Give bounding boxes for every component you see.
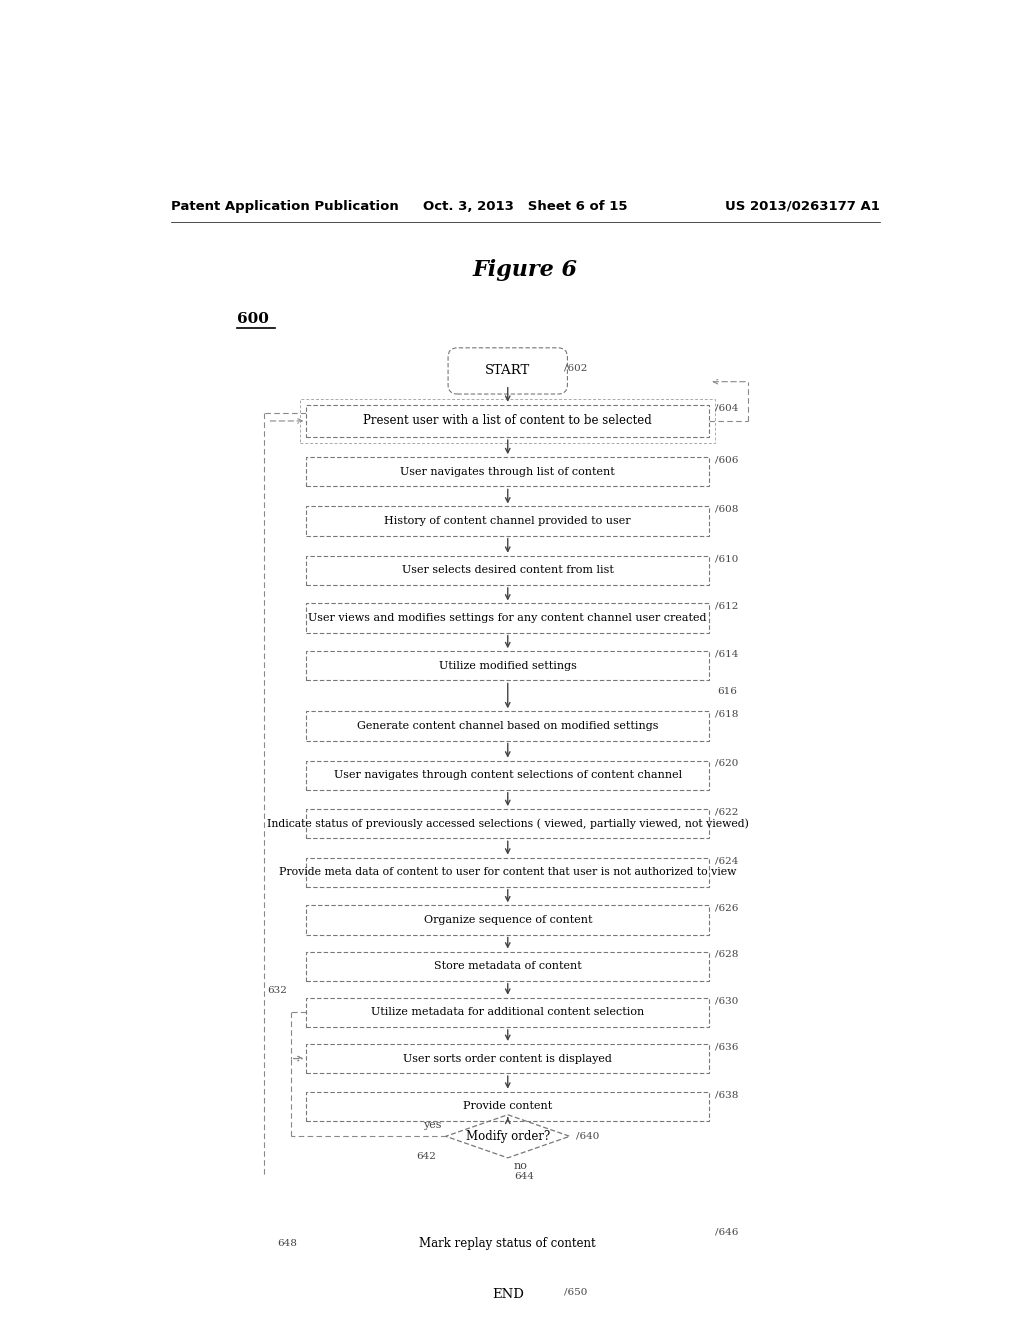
Text: 644: 644 — [514, 1172, 534, 1180]
Text: /646: /646 — [716, 1228, 739, 1236]
Text: /630: /630 — [716, 997, 739, 1005]
FancyBboxPatch shape — [449, 1272, 567, 1317]
Text: /602: /602 — [564, 363, 588, 372]
Text: /608: /608 — [716, 506, 739, 513]
Text: START: START — [485, 364, 530, 378]
Text: /610: /610 — [716, 554, 739, 564]
Text: Provide content: Provide content — [463, 1101, 552, 1111]
Text: Modify order?: Modify order? — [466, 1130, 550, 1143]
Text: /624: /624 — [716, 857, 739, 865]
Bar — [300, 399, 716, 444]
Bar — [306, 760, 710, 789]
Text: /620: /620 — [716, 759, 739, 768]
Text: /614: /614 — [716, 649, 739, 659]
Text: User navigates through list of content: User navigates through list of content — [400, 467, 615, 477]
Bar — [306, 998, 710, 1027]
Text: Indicate status of previously accessed selections ( viewed, partially viewed, no: Indicate status of previously accessed s… — [267, 818, 749, 829]
Text: Provide meta data of content to user for content that user is not authorized to : Provide meta data of content to user for… — [280, 867, 736, 878]
Text: User navigates through content selections of content channel: User navigates through content selection… — [334, 770, 682, 780]
Text: Present user with a list of content to be selected: Present user with a list of content to b… — [364, 414, 652, 428]
Text: Mark replay status of content: Mark replay status of content — [420, 1237, 596, 1250]
Text: /618: /618 — [716, 710, 739, 718]
Text: History of content channel provided to user: History of content channel provided to u… — [384, 516, 631, 527]
Bar — [306, 858, 710, 887]
Bar — [306, 952, 710, 981]
Bar — [306, 603, 710, 632]
Text: Utilize metadata for additional content selection: Utilize metadata for additional content … — [371, 1007, 644, 1018]
Text: US 2013/0263177 A1: US 2013/0263177 A1 — [725, 199, 880, 213]
Text: Patent Application Publication: Patent Application Publication — [171, 199, 398, 213]
Text: 632: 632 — [267, 986, 287, 995]
Text: /650: /650 — [564, 1287, 588, 1296]
Text: Generate content channel based on modified settings: Generate content channel based on modifi… — [357, 721, 658, 731]
Text: /604: /604 — [716, 404, 739, 412]
FancyBboxPatch shape — [449, 348, 567, 395]
Text: END: END — [492, 1288, 523, 1302]
Text: User selects desired content from list: User selects desired content from list — [401, 565, 613, 576]
Text: 642: 642 — [417, 1151, 436, 1160]
Text: /622: /622 — [716, 808, 739, 817]
Text: User sorts order content is displayed: User sorts order content is displayed — [403, 1053, 612, 1064]
Bar — [306, 809, 710, 838]
Text: yes: yes — [423, 1121, 441, 1130]
Text: /606: /606 — [716, 455, 739, 465]
Text: no: no — [514, 1162, 527, 1171]
Bar — [306, 1044, 710, 1073]
Text: Store metadata of content: Store metadata of content — [434, 961, 582, 972]
Text: /636: /636 — [716, 1043, 739, 1051]
Polygon shape — [445, 1114, 569, 1158]
Text: User views and modifies settings for any content channel user created: User views and modifies settings for any… — [308, 612, 707, 623]
Bar — [306, 1229, 710, 1258]
Text: /612: /612 — [716, 602, 739, 611]
Bar — [306, 507, 710, 536]
Bar — [306, 651, 710, 681]
Bar — [306, 457, 710, 487]
Text: /626: /626 — [716, 904, 739, 912]
Text: 648: 648 — [278, 1239, 297, 1247]
Text: Figure 6: Figure 6 — [472, 259, 578, 281]
Text: 616: 616 — [717, 686, 737, 696]
Text: 600: 600 — [237, 313, 268, 326]
Bar — [306, 711, 710, 741]
Text: Utilize modified settings: Utilize modified settings — [439, 661, 577, 671]
Text: /638: /638 — [716, 1090, 739, 1100]
Bar — [306, 1092, 710, 1121]
Bar — [306, 556, 710, 585]
Text: Organize sequence of content: Organize sequence of content — [424, 915, 592, 925]
Text: Oct. 3, 2013   Sheet 6 of 15: Oct. 3, 2013 Sheet 6 of 15 — [423, 199, 627, 213]
Bar — [306, 906, 710, 935]
Bar — [306, 405, 710, 437]
Text: /628: /628 — [716, 950, 739, 958]
Text: /640: /640 — [575, 1131, 599, 1140]
